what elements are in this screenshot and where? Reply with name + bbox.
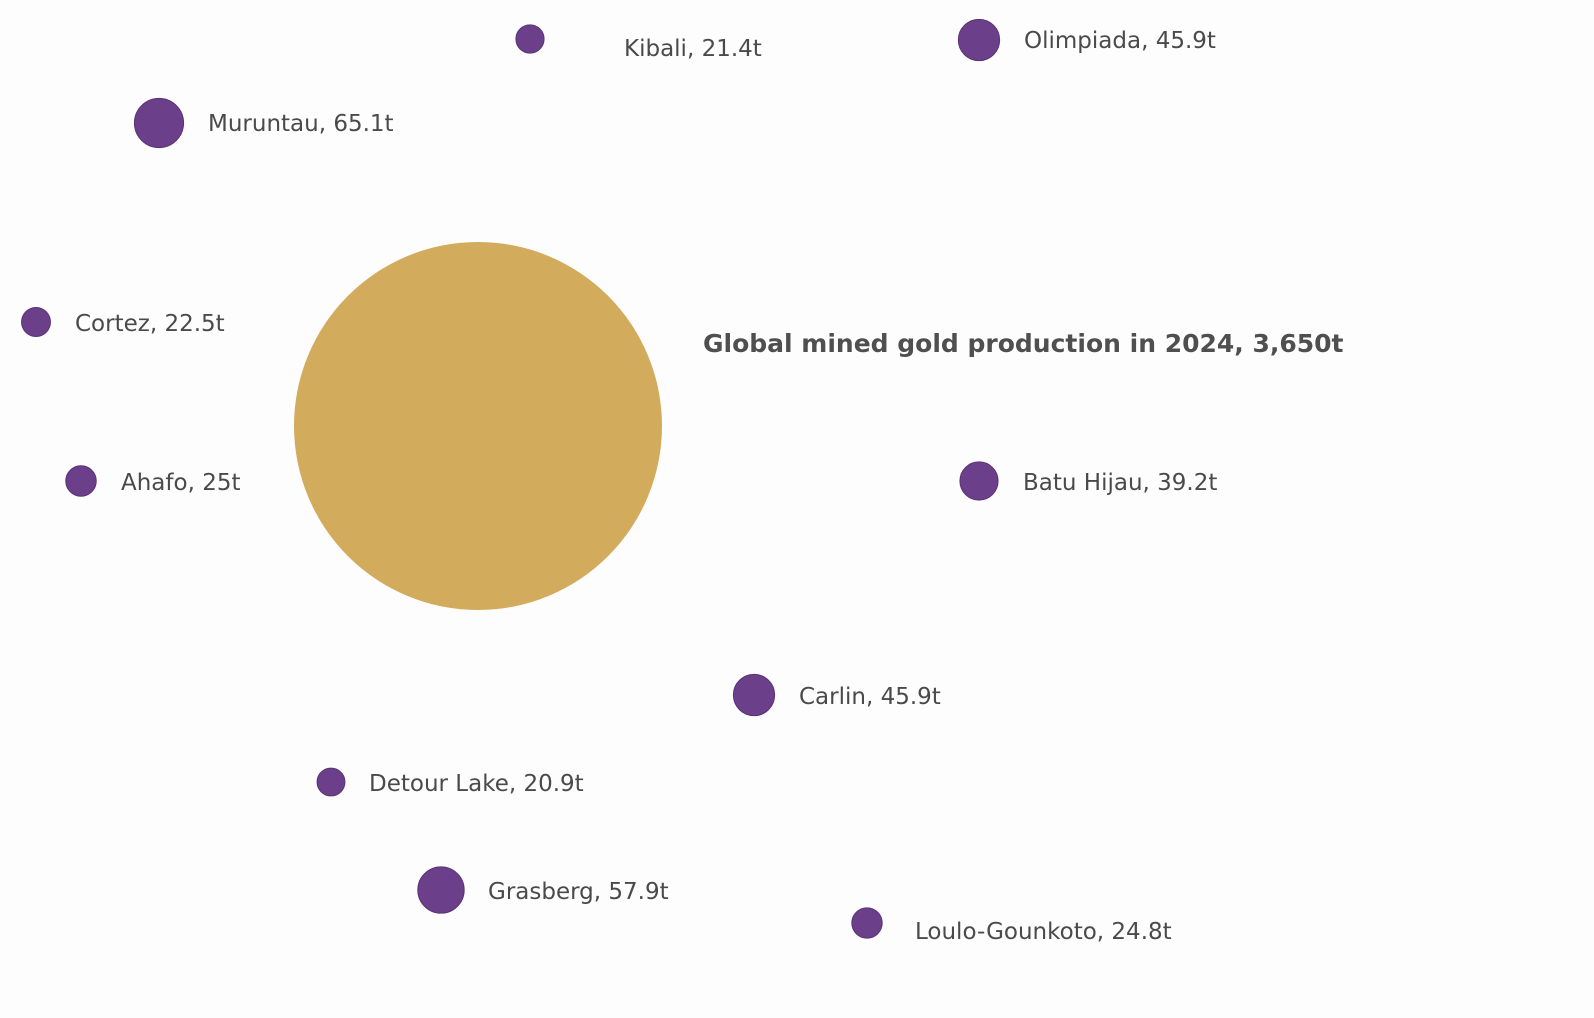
mine-bubble-olimpiada bbox=[957, 18, 1001, 62]
mine-label-batu-hijau: Batu Hijau, 39.2t bbox=[1023, 470, 1217, 496]
mine-label-grasberg: Grasberg, 57.9t bbox=[488, 879, 669, 905]
mine-bubble-ahafo bbox=[65, 465, 97, 497]
mine-label-olimpiada: Olimpiada, 45.9t bbox=[1024, 28, 1216, 54]
mine-label-carlin: Carlin, 45.9t bbox=[799, 684, 941, 710]
mine-bubble-muruntau bbox=[133, 97, 185, 149]
mine-label-kibali: Kibali, 21.4t bbox=[624, 36, 762, 62]
total-label: Global mined gold production in 2024, 3,… bbox=[703, 329, 1344, 358]
mine-label-detour-lake: Detour Lake, 20.9t bbox=[369, 771, 584, 797]
mine-bubble-loulo-gounkoto bbox=[851, 907, 883, 939]
mine-bubble-batu-hijau bbox=[959, 461, 999, 501]
mine-label-loulo-gounkoto: Loulo-Gounkoto, 24.8t bbox=[915, 919, 1172, 945]
mine-bubble-detour-lake bbox=[316, 767, 346, 797]
mine-bubble-grasberg bbox=[417, 866, 465, 914]
mine-label-cortez: Cortez, 22.5t bbox=[75, 311, 225, 337]
mine-bubble-kibali bbox=[515, 24, 545, 54]
mine-bubble-carlin bbox=[732, 673, 776, 717]
total-bubble-group: Global mined gold production in 2024, 3,… bbox=[294, 242, 1344, 610]
total-bubble bbox=[294, 242, 662, 610]
mine-label-muruntau: Muruntau, 65.1t bbox=[208, 111, 394, 137]
mine-bubbles: Kibali, 21.4t Olimpiada, 45.9t Muruntau, 6… bbox=[21, 18, 1217, 945]
mine-bubble-cortez bbox=[21, 307, 51, 337]
mine-label-ahafo: Ahafo, 25t bbox=[121, 470, 240, 496]
